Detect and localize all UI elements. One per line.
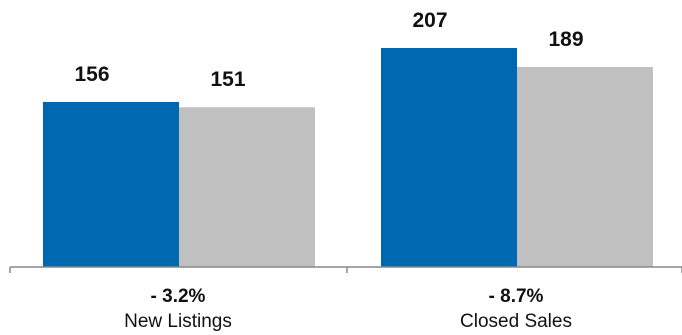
value-label-closed-sales-2: 189	[548, 28, 583, 51]
bar-new-listings-2	[179, 107, 315, 268]
category-label-new-listings: New Listings	[124, 311, 232, 332]
change-label-closed-sales: - 8.7%	[489, 286, 544, 307]
value-label-closed-sales-1: 207	[412, 9, 447, 32]
bars-layer	[43, 48, 653, 268]
x-axis-ticks	[9, 267, 682, 273]
bar-closed-sales-1	[381, 48, 517, 267]
value-labels-layer: 156 151 207 189	[74, 9, 583, 91]
bar-new-listings-1	[43, 101, 179, 268]
category-label-closed-sales: Closed Sales	[460, 311, 572, 332]
value-label-new-listings-1: 156	[74, 63, 109, 86]
change-label-new-listings: - 3.2%	[151, 286, 206, 307]
bar-closed-sales-2	[517, 67, 653, 267]
value-label-new-listings-2: 151	[210, 68, 245, 91]
